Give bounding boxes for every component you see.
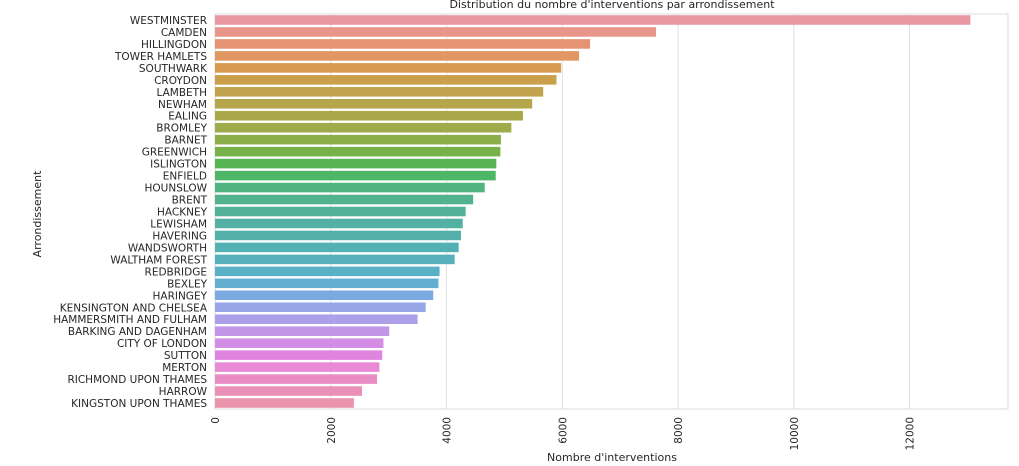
y-tick-label: WESTMINSTER bbox=[130, 15, 207, 27]
x-tick-label: 0 bbox=[210, 417, 222, 424]
bar bbox=[215, 338, 384, 348]
y-tick-label: HARROW bbox=[159, 386, 208, 398]
bar bbox=[215, 398, 354, 408]
y-tick-label: EALING bbox=[168, 111, 207, 123]
x-tick-label: 8000 bbox=[673, 417, 685, 444]
y-tick-label: HACKNEY bbox=[157, 207, 208, 219]
bar bbox=[215, 98, 533, 109]
y-tick-label: MERTON bbox=[162, 362, 207, 374]
y-tick-label: WANDSWORTH bbox=[128, 242, 207, 254]
bar bbox=[215, 386, 363, 396]
bar bbox=[215, 254, 455, 265]
bar bbox=[215, 122, 512, 133]
bar bbox=[215, 218, 463, 229]
bar bbox=[215, 87, 544, 97]
x-axis-label: Nombre d'interventions bbox=[547, 451, 677, 464]
y-tick-label: REDBRIDGE bbox=[145, 266, 207, 278]
y-tick-label: WALTHAM FOREST bbox=[110, 254, 207, 266]
y-tick-label: ISLINGTON bbox=[150, 159, 207, 171]
bar bbox=[215, 182, 485, 193]
bar bbox=[215, 194, 474, 205]
bar bbox=[215, 75, 557, 85]
y-axis-label: Arrondissement bbox=[31, 170, 44, 258]
y-tick-label: SUTTON bbox=[164, 350, 207, 362]
y-tick-label: KENSINGTON AND CHELSEA bbox=[60, 302, 208, 314]
bar bbox=[215, 242, 459, 253]
bar bbox=[215, 110, 523, 121]
bar bbox=[215, 290, 434, 301]
y-tick-label: NEWHAM bbox=[158, 99, 207, 111]
bar bbox=[215, 326, 390, 336]
y-tick-label: HARINGEY bbox=[152, 290, 207, 302]
bar bbox=[215, 63, 562, 73]
bar bbox=[215, 350, 383, 360]
bar bbox=[215, 158, 497, 169]
bar bbox=[215, 266, 440, 277]
y-tick-label: BARNET bbox=[164, 135, 207, 147]
bar bbox=[215, 314, 418, 325]
bar bbox=[215, 362, 380, 372]
y-tick-label: SOUTHWARK bbox=[139, 63, 208, 75]
y-tick-label: BRENT bbox=[172, 195, 208, 207]
y-tick-label: BARKING AND DAGENHAM bbox=[68, 326, 207, 338]
bar bbox=[215, 374, 378, 384]
x-tick-label: 6000 bbox=[557, 417, 569, 444]
y-tick-label: TOWER HAMLETS bbox=[114, 51, 207, 63]
bar bbox=[215, 27, 657, 37]
bar bbox=[215, 15, 971, 25]
y-tick-label: LAMBETH bbox=[157, 87, 207, 99]
x-tick-label: 2000 bbox=[326, 417, 338, 444]
y-tick-label: HAMMERSMITH AND FULHAM bbox=[53, 314, 207, 326]
y-tick-label: GREENWICH bbox=[142, 147, 207, 159]
x-tick-label: 12000 bbox=[905, 417, 917, 450]
y-tick-label: CAMDEN bbox=[161, 27, 207, 39]
y-tick-label: HOUNSLOW bbox=[145, 183, 208, 195]
y-tick-label: CITY OF LONDON bbox=[117, 338, 207, 350]
x-tick-label: 10000 bbox=[789, 417, 801, 450]
y-tick-label: LEWISHAM bbox=[150, 218, 207, 230]
bar bbox=[215, 206, 466, 217]
y-tick-label: CROYDON bbox=[154, 75, 207, 87]
x-tick-labels: 0 2000 4000 6000 8000 10000 12000 bbox=[210, 417, 917, 450]
bar bbox=[215, 170, 496, 181]
y-tick-label: BROMLEY bbox=[156, 123, 207, 135]
bar bbox=[215, 51, 580, 61]
chart-title: Distribution du nombre d'interventions p… bbox=[449, 0, 775, 11]
bars bbox=[215, 15, 971, 408]
bar bbox=[215, 302, 426, 313]
y-tick-label: KINGSTON UPON THAMES bbox=[71, 398, 207, 410]
y-tick-label: HILLINGDON bbox=[141, 39, 207, 51]
bar bbox=[215, 278, 439, 289]
bar bbox=[215, 230, 462, 241]
x-tick-label: 4000 bbox=[442, 417, 454, 444]
bar bbox=[215, 39, 591, 49]
bar bbox=[215, 146, 501, 157]
bar bbox=[215, 134, 501, 145]
y-tick-label: RICHMOND UPON THAMES bbox=[67, 374, 207, 386]
y-tick-label: HAVERING bbox=[152, 230, 207, 242]
y-tick-label: ENFIELD bbox=[163, 171, 207, 183]
y-tick-label: BEXLEY bbox=[167, 278, 208, 290]
